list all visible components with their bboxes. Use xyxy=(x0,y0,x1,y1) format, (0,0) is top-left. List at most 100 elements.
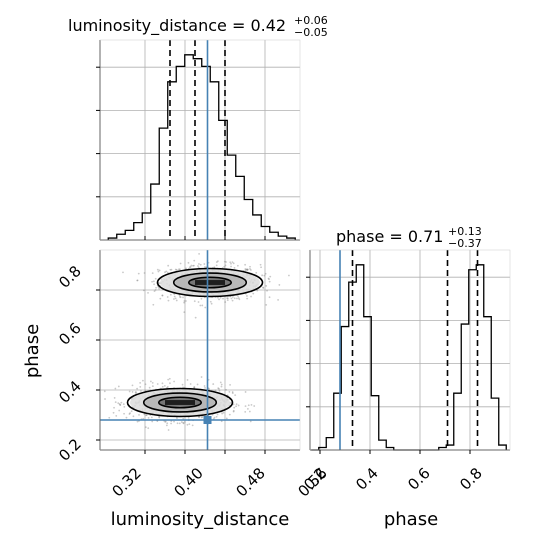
scatter-point xyxy=(231,392,234,395)
scatter-point xyxy=(246,269,249,272)
scatter-point xyxy=(215,261,218,263)
ytick-label: 0.8 xyxy=(55,262,85,292)
scatter-point xyxy=(153,290,156,293)
scatter-point xyxy=(128,390,131,393)
scatter-point xyxy=(238,298,241,301)
scatter-point xyxy=(260,266,262,269)
scatter-point xyxy=(131,384,134,387)
scatter-point xyxy=(142,417,145,420)
scatter-point xyxy=(204,386,206,389)
scatter-point xyxy=(235,405,237,408)
scatter-point xyxy=(219,381,222,384)
scatter-point xyxy=(201,416,204,418)
scatter-point xyxy=(244,269,247,272)
scatter-point xyxy=(166,422,169,425)
scatter-point xyxy=(225,388,227,391)
scatter-point xyxy=(237,297,240,299)
scatter-point xyxy=(246,297,249,300)
scatter-point xyxy=(108,416,111,419)
scatter-point xyxy=(231,296,234,298)
density-peak xyxy=(195,280,225,285)
scatter-point xyxy=(151,280,153,283)
scatter-point xyxy=(200,376,203,378)
scatter-point xyxy=(144,426,147,429)
scatter-point xyxy=(158,416,161,419)
scatter-point xyxy=(221,412,224,415)
title-phase: phase = 0.71 xyxy=(336,227,443,246)
scatter-point xyxy=(144,383,147,386)
scatter-point xyxy=(163,384,166,387)
scatter-point xyxy=(189,265,192,268)
scatter-point xyxy=(103,390,106,393)
title-luminosity-distance-sub: −0.05 xyxy=(294,26,328,39)
scatter-point xyxy=(152,280,155,283)
title-luminosity-distance-sup: +0.06 xyxy=(294,14,328,27)
title-luminosity-distance: luminosity_distance = 0.42 xyxy=(68,16,286,36)
contour-line xyxy=(157,396,203,409)
scatter-point xyxy=(237,404,240,407)
scatter-point xyxy=(123,412,125,415)
scatter-point xyxy=(176,422,179,425)
scatter-point xyxy=(148,386,151,389)
scatter-point xyxy=(196,383,199,386)
scatter-point xyxy=(203,266,206,268)
scatter-point xyxy=(269,275,272,278)
scatter-point xyxy=(131,391,134,393)
scatter-point xyxy=(246,268,249,271)
scatter-point xyxy=(169,268,172,271)
ytick-label: 0.2 xyxy=(55,435,85,465)
scatter-point xyxy=(187,261,190,264)
scatter-point xyxy=(226,297,229,300)
scatter-point xyxy=(259,263,262,266)
scatter-point xyxy=(244,263,247,266)
scatter-point xyxy=(230,262,232,265)
scatter-point xyxy=(161,294,164,297)
scatter-point xyxy=(215,264,218,267)
scatter-point xyxy=(134,391,137,394)
scatter-point xyxy=(151,272,154,275)
scatter-point xyxy=(166,271,169,274)
contour-line xyxy=(156,267,264,298)
scatter-point xyxy=(218,389,221,392)
scatter-point xyxy=(225,417,228,420)
scatter-point xyxy=(177,268,180,271)
scatter-point xyxy=(244,405,247,408)
scatter-point xyxy=(155,286,157,289)
scatter-point xyxy=(167,378,170,381)
scatter-point xyxy=(244,391,247,393)
xtick-label: 0.4 xyxy=(352,464,382,494)
scatter-point xyxy=(230,297,233,300)
scatter-point xyxy=(204,306,207,309)
scatter-point xyxy=(173,295,176,298)
scatter-point xyxy=(247,404,250,407)
scatter-point xyxy=(158,287,160,290)
scatter-point xyxy=(229,261,232,264)
scatter-point xyxy=(250,403,253,406)
scatter-point xyxy=(125,416,128,419)
scatter-point xyxy=(140,390,142,392)
scatter-point xyxy=(152,303,155,306)
scatter-point xyxy=(123,405,126,408)
scatter-point xyxy=(245,268,248,271)
scatter-point xyxy=(249,420,252,423)
scatter-point xyxy=(182,421,185,424)
scatter-point xyxy=(132,415,135,418)
scatter-point xyxy=(209,300,212,303)
scatter-point xyxy=(169,293,172,296)
scatter-point xyxy=(156,268,159,271)
scatter-point xyxy=(200,416,203,419)
scatter-point xyxy=(117,385,120,388)
scatter-point xyxy=(173,298,175,300)
scatter-point xyxy=(214,389,217,392)
scatter-point xyxy=(266,289,268,292)
scatter-point xyxy=(158,415,160,418)
scatter-point xyxy=(179,296,182,299)
scatter-point xyxy=(143,413,146,416)
scatter-point xyxy=(169,382,171,385)
scatter-point xyxy=(179,262,182,265)
scatter-point xyxy=(147,291,149,294)
scatter-point xyxy=(194,316,197,319)
scatter-point xyxy=(122,403,125,406)
scatter-point xyxy=(233,267,236,269)
scatter-point xyxy=(198,416,200,419)
